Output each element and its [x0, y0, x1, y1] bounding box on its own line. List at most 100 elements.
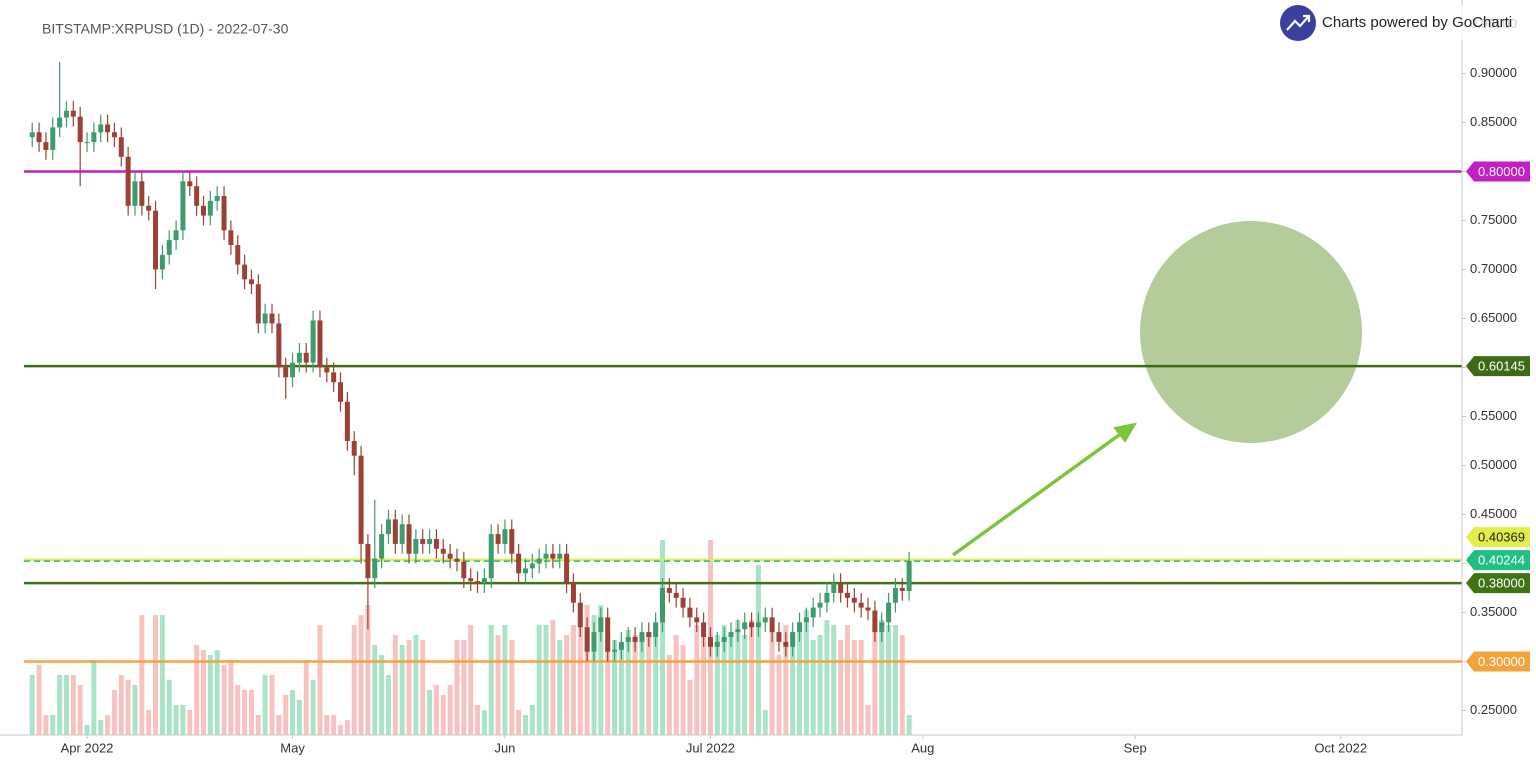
volume-bar — [91, 660, 97, 735]
candle-body — [653, 622, 659, 637]
volume-bar — [769, 625, 775, 735]
volume-bar — [118, 675, 124, 735]
volume-bar — [454, 640, 460, 735]
candle-body — [797, 622, 803, 633]
y-tick-label: 0.55000 — [1470, 408, 1517, 423]
candle-body — [858, 602, 864, 608]
volume-bar — [632, 635, 638, 735]
volume-bar — [529, 705, 535, 735]
candle-body — [762, 617, 768, 623]
candle-body — [454, 558, 460, 562]
candle-body — [228, 230, 234, 245]
volume-bar — [660, 540, 666, 735]
candle-body — [111, 132, 117, 138]
volume-bar — [290, 690, 296, 735]
volume-bar — [194, 645, 200, 735]
candle-body — [755, 622, 761, 628]
candle-body — [146, 205, 152, 211]
volume-bar — [146, 710, 152, 735]
candle-body — [612, 649, 618, 652]
candle-body — [262, 313, 268, 324]
volume-bar — [522, 715, 528, 735]
candle-body — [570, 583, 576, 603]
volume-bar — [132, 685, 138, 735]
candle-body — [666, 588, 672, 593]
candle-body — [63, 110, 69, 118]
volume-bar — [468, 625, 474, 735]
volume-bar — [625, 630, 631, 735]
volume-bar — [666, 655, 672, 735]
brand-text[interactable]: Charts powered by GoCharti — [1322, 14, 1512, 31]
candle-body — [536, 558, 542, 564]
brand-logo[interactable] — [1280, 5, 1316, 41]
volume-bar — [50, 715, 56, 735]
candle-body — [77, 116, 83, 143]
candle-body — [269, 313, 275, 324]
candle-body — [749, 622, 755, 628]
volume-bar — [886, 625, 892, 735]
volume-bar — [392, 635, 398, 735]
volume-bar — [70, 675, 76, 735]
candle-body — [865, 607, 871, 611]
candle-body — [29, 132, 35, 138]
candle-body — [84, 142, 90, 144]
volume-bar — [228, 660, 234, 735]
price-tag-label: 0.30000 — [1478, 654, 1525, 669]
candle-body — [399, 524, 405, 544]
candle-body — [91, 132, 97, 143]
volume-bar — [200, 650, 206, 735]
volume-bar — [735, 620, 741, 735]
volume-bar — [776, 655, 782, 735]
volume-bar — [762, 710, 768, 735]
volume-bar — [84, 725, 90, 735]
volume-bar — [749, 620, 755, 735]
candle-body — [310, 320, 316, 363]
candle-body — [790, 632, 796, 647]
candle-body — [338, 382, 344, 402]
candle-body — [36, 132, 42, 143]
volume-bar — [687, 680, 693, 735]
candle-body — [522, 568, 528, 574]
volume-bar — [810, 640, 816, 735]
candle-body — [166, 240, 172, 255]
candle-body — [331, 372, 337, 383]
candle-body — [433, 539, 439, 549]
volume-bar — [557, 640, 563, 735]
arrow-head — [1113, 422, 1137, 443]
volume-bar — [728, 635, 734, 735]
candle-body — [57, 117, 63, 128]
candle-body — [70, 110, 76, 117]
volume-bar — [536, 625, 542, 735]
volume-bar — [379, 655, 385, 735]
volume-bar — [406, 640, 412, 735]
volume-bar — [495, 635, 501, 735]
candle-body — [468, 578, 474, 582]
candle-body — [701, 622, 707, 637]
candle-body — [365, 543, 371, 579]
candle-body — [728, 632, 734, 637]
volume-bar — [906, 715, 912, 735]
candle-body — [714, 641, 720, 647]
x-tick-label: Apr 2022 — [61, 740, 114, 755]
candle-body — [851, 597, 857, 603]
candle-body — [50, 127, 56, 150]
candle-body — [495, 534, 501, 544]
volume-bar — [851, 640, 857, 735]
candle-body — [248, 279, 254, 285]
volume-bar — [543, 625, 549, 735]
price-tag-label: 0.60145 — [1478, 359, 1525, 374]
x-tick-label: Oct 2022 — [1314, 740, 1367, 755]
volume-bar — [344, 720, 350, 735]
candle-body — [276, 323, 282, 368]
volume-bar — [139, 615, 145, 735]
candle-body — [221, 196, 227, 231]
price-tag — [1466, 356, 1530, 377]
volume-bar — [433, 685, 439, 735]
candle-body — [557, 553, 563, 559]
candle-body — [105, 124, 111, 133]
arrow-shaft — [951, 428, 1128, 557]
candle-body — [742, 622, 748, 630]
candle-body — [303, 352, 309, 363]
candle-body — [475, 581, 481, 584]
